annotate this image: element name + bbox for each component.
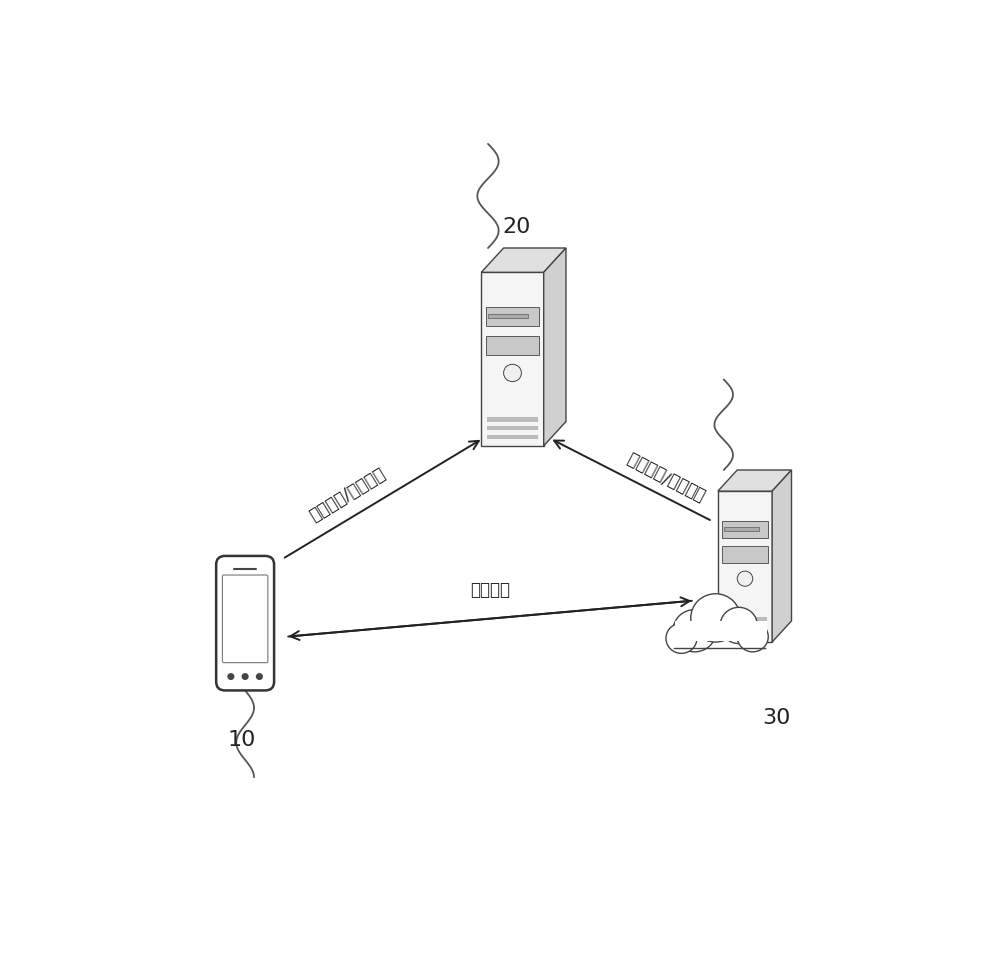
Text: 游戏数据: 游戏数据 [470, 581, 510, 599]
Text: 游戏资源/游戏数据: 游戏资源/游戏数据 [624, 448, 708, 504]
Polygon shape [718, 470, 792, 491]
Circle shape [242, 673, 249, 680]
Polygon shape [724, 527, 759, 531]
Polygon shape [487, 426, 538, 430]
Polygon shape [481, 248, 566, 272]
Polygon shape [488, 314, 528, 318]
Circle shape [666, 623, 697, 654]
Circle shape [227, 673, 234, 680]
Polygon shape [544, 248, 566, 446]
Text: 20: 20 [502, 217, 531, 237]
Polygon shape [486, 307, 539, 326]
Polygon shape [718, 491, 772, 642]
FancyBboxPatch shape [222, 575, 268, 662]
Polygon shape [481, 272, 544, 446]
Circle shape [720, 608, 757, 644]
Text: 10: 10 [227, 730, 255, 750]
Circle shape [504, 365, 521, 381]
Polygon shape [486, 335, 539, 355]
Polygon shape [772, 470, 792, 642]
Circle shape [737, 621, 768, 652]
Circle shape [737, 571, 753, 586]
Polygon shape [722, 546, 768, 563]
Polygon shape [723, 617, 767, 621]
Polygon shape [487, 434, 538, 439]
Circle shape [673, 610, 716, 652]
Text: 30: 30 [762, 708, 790, 727]
Text: 游戏资源/游戏数据: 游戏资源/游戏数据 [307, 465, 389, 525]
Polygon shape [487, 417, 538, 421]
Polygon shape [671, 638, 767, 650]
Polygon shape [723, 632, 767, 636]
Circle shape [691, 594, 740, 642]
Circle shape [256, 673, 263, 680]
Polygon shape [722, 521, 768, 538]
FancyBboxPatch shape [216, 556, 274, 691]
Polygon shape [723, 624, 767, 628]
Polygon shape [675, 621, 767, 641]
